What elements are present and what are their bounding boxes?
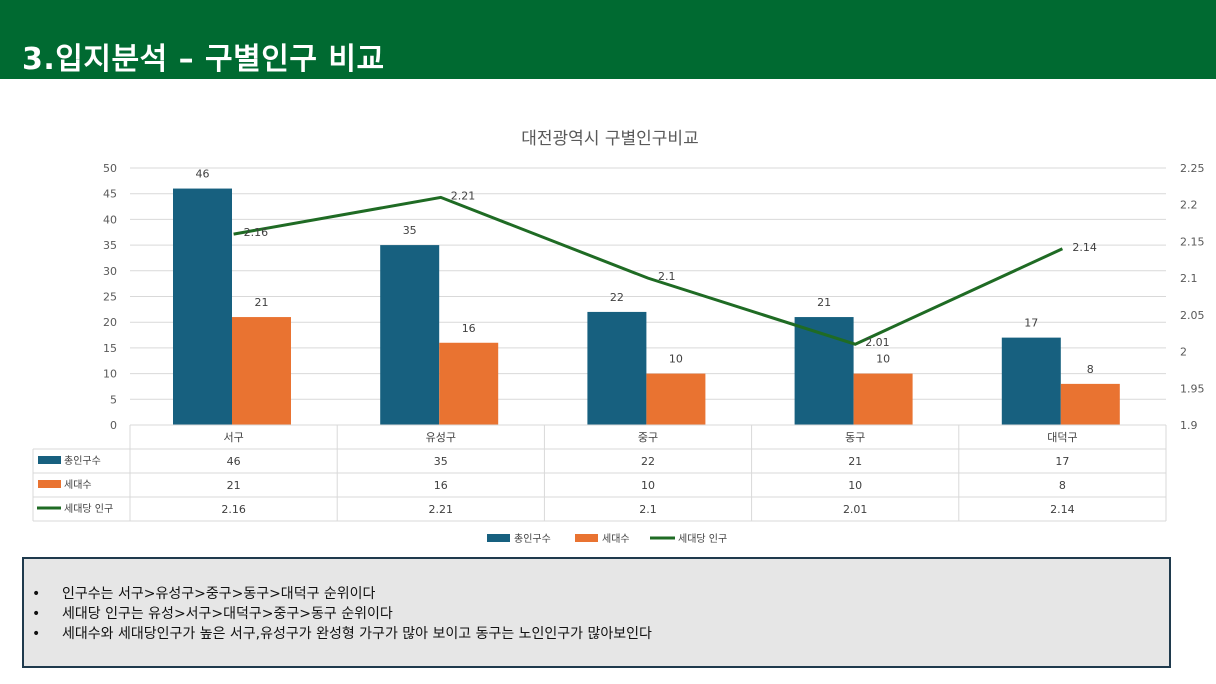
- bar-총인구수: [173, 188, 232, 425]
- bar-data-label: 46: [196, 168, 210, 181]
- category-label: 서구: [223, 431, 243, 444]
- left-tick-label: 25: [103, 291, 117, 304]
- bar-총인구수: [1001, 337, 1061, 425]
- left-tick-label: 35: [103, 239, 117, 252]
- table-cell: 21: [848, 455, 862, 468]
- right-tick-label: 2.25: [1180, 162, 1205, 175]
- left-tick-label: 20: [103, 316, 117, 329]
- legend-label: 총인구수: [514, 533, 551, 545]
- table-cell: 22: [641, 455, 655, 468]
- bar-세대수: [853, 373, 913, 425]
- left-axis-ticks: 0 5 10 15 20 25 30 35 40 45 50: [103, 162, 117, 432]
- table-series-name: 총인구수: [64, 455, 101, 467]
- legend: 총인구수 세대수 세대당 인구: [487, 533, 727, 545]
- note-item: • 인구수는 서구>유성구>중구>동구>대덕구 순위이다: [32, 584, 652, 604]
- bar-세대수: [646, 373, 706, 425]
- right-tick-label: 1.9: [1180, 419, 1198, 432]
- left-tick-label: 30: [103, 265, 117, 278]
- line-data-label: 2.14: [1072, 241, 1097, 254]
- category-label: 유성구: [426, 431, 456, 444]
- bar-data-label: 21: [255, 296, 269, 309]
- chart-title: 대전광역시 구별인구비교: [521, 129, 698, 149]
- table-series-name: 세대수: [64, 479, 92, 491]
- table-cell: 2.16: [221, 503, 246, 516]
- note-item: • 세대당 인구는 유성>서구>대덕구>중구>동구 순위이다: [32, 604, 652, 624]
- line-data-label: 2.16: [244, 226, 269, 239]
- page-title: 3.입지분석 – 구별인구 비교: [22, 42, 385, 77]
- bar-data-label: 35: [403, 224, 417, 237]
- left-tick-label: 10: [103, 368, 117, 381]
- category-label: 동구: [845, 431, 865, 444]
- bullet-icon: •: [32, 586, 41, 602]
- notes-list: • 인구수는 서구>유성구>중구>동구>대덕구 순위이다 • 세대당 인구는 유성>서…: [32, 584, 652, 644]
- line-series: [233, 195, 1064, 346]
- table-series-name: 세대당 인구: [64, 503, 113, 515]
- bullet-icon: •: [32, 606, 41, 622]
- bar-세대수: [1060, 383, 1120, 425]
- note-text: 세대당 인구는 유성>서구>대덕구>중구>동구 순위이다: [62, 606, 393, 622]
- bar-data-label: 22: [610, 291, 624, 304]
- bar-세대수: [439, 342, 499, 425]
- bar-data-label: 21: [817, 296, 831, 309]
- right-axis-ticks: 1.9 1.95 2 2.05 2.1 2.15 2.2 2.25: [1180, 162, 1205, 432]
- table-cell: 10: [641, 479, 655, 492]
- line-세대당 인구: [233, 195, 1064, 346]
- category-label: 대덕구: [1047, 431, 1077, 444]
- legend-label: 세대당 인구: [678, 533, 727, 545]
- right-tick-label: 2: [1180, 346, 1187, 359]
- bar-총인구수: [380, 245, 440, 425]
- note-item: • 세대수와 세대당인구가 높은 서구,유성구가 완성형 가구가 많아 보이고 동…: [32, 624, 652, 644]
- table-cell: 8: [1059, 479, 1066, 492]
- left-tick-label: 45: [103, 188, 117, 201]
- left-tick-label: 50: [103, 162, 117, 175]
- notes-box: • 인구수는 서구>유성구>중구>동구>대덕구 순위이다 • 세대당 인구는 유성>서…: [22, 557, 1171, 668]
- table-cell: 10: [848, 479, 862, 492]
- left-tick-label: 0: [110, 419, 117, 432]
- table-cell: 16: [434, 479, 448, 492]
- table-cell: 35: [434, 455, 448, 468]
- line-data-label: 2.01: [865, 336, 890, 349]
- right-tick-label: 2.05: [1180, 309, 1205, 322]
- bars: [173, 188, 1120, 425]
- table-cell: 21: [227, 479, 241, 492]
- table-cell: 2.1: [639, 503, 657, 516]
- left-tick-label: 15: [103, 342, 117, 355]
- table-cell: 2.14: [1050, 503, 1075, 516]
- right-tick-label: 2.15: [1180, 235, 1205, 248]
- table-cell: 46: [227, 455, 241, 468]
- table-cell: 17: [1055, 455, 1069, 468]
- left-tick-label: 5: [110, 393, 117, 406]
- legend-label: 세대수: [602, 533, 630, 545]
- line-data-label: 2.1: [658, 270, 676, 283]
- data-labels: 46 35 22 21 17 21 16 10 10 8 2.16 2.21 2.1 2.01 2.14: [196, 168, 1097, 376]
- title-bar: 3.입지분석 – 구별인구 비교: [0, 0, 1216, 79]
- bar-data-label: 10: [669, 353, 683, 366]
- table-cell: 2.01: [843, 503, 868, 516]
- right-tick-label: 1.95: [1180, 382, 1205, 395]
- line-data-label: 2.21: [451, 189, 476, 202]
- note-text: 세대수와 세대당인구가 높은 서구,유성구가 완성형 가구가 많아 보이고 동구…: [62, 626, 652, 642]
- bullet-icon: •: [32, 626, 41, 642]
- table-cell: 2.21: [429, 503, 454, 516]
- bar-data-label: 16: [462, 322, 476, 335]
- bar-data-label: 17: [1024, 317, 1038, 330]
- bar-세대수: [232, 317, 291, 425]
- legend-swatch: [575, 534, 598, 542]
- bar-data-label: 10: [876, 353, 890, 366]
- note-text: 인구수는 서구>유성구>중구>동구>대덕구 순위이다: [62, 586, 376, 602]
- bar-총인구수: [587, 311, 647, 425]
- table-legend-swatch: [38, 480, 61, 488]
- right-tick-label: 2.1: [1180, 272, 1198, 285]
- bar-data-label: 8: [1087, 363, 1094, 376]
- category-label: 중구: [638, 431, 658, 444]
- right-tick-label: 2.2: [1180, 199, 1198, 212]
- legend-swatch: [487, 534, 510, 542]
- left-tick-label: 40: [103, 213, 117, 226]
- table-legend-swatch: [38, 456, 61, 464]
